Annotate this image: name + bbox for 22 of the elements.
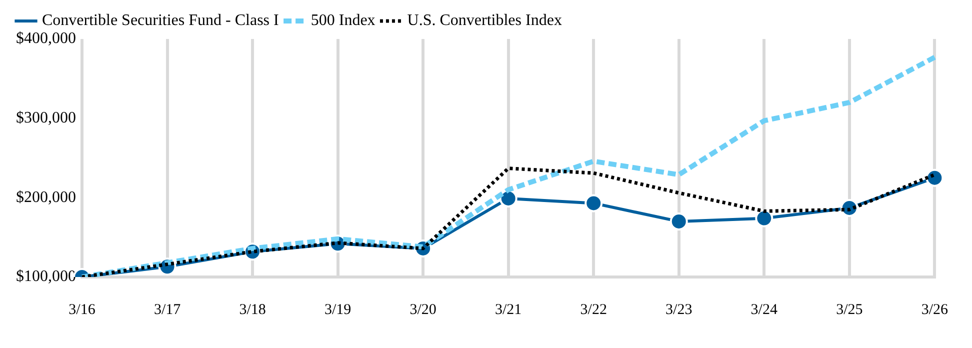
point [670, 212, 688, 230]
point [926, 168, 944, 187]
y-tick-label: $300,000 [16, 110, 76, 127]
x-tick-label: 3/17 [154, 302, 182, 318]
y-tick-label: $400,000 [16, 30, 76, 48]
legend-label: Convertible Securities Fund - Class I [42, 12, 279, 30]
x-tick-label: 3/25 [836, 302, 863, 318]
point [755, 209, 774, 228]
x-tick-label: 3/18 [239, 302, 266, 318]
y-tick-label: $200,000 [16, 188, 76, 206]
x-tick-label: 3/24 [750, 302, 778, 318]
x-tick-label: 3/19 [324, 302, 352, 318]
x-tick-label: 3/23 [666, 302, 692, 318]
y-tick-label: $100,000 [16, 268, 76, 286]
legend-label: 500 Index [310, 12, 376, 30]
x-tick-label: 3/16 [68, 302, 96, 318]
x-tick-label: 3/20 [410, 302, 436, 318]
x-tick-label: 3/21 [494, 302, 522, 318]
x-tick-label: 3/26 [921, 302, 948, 318]
legend-label: U.S. Convertibles Index [407, 12, 562, 30]
point [584, 194, 603, 212]
x-tick-label: 3/22 [580, 302, 607, 318]
